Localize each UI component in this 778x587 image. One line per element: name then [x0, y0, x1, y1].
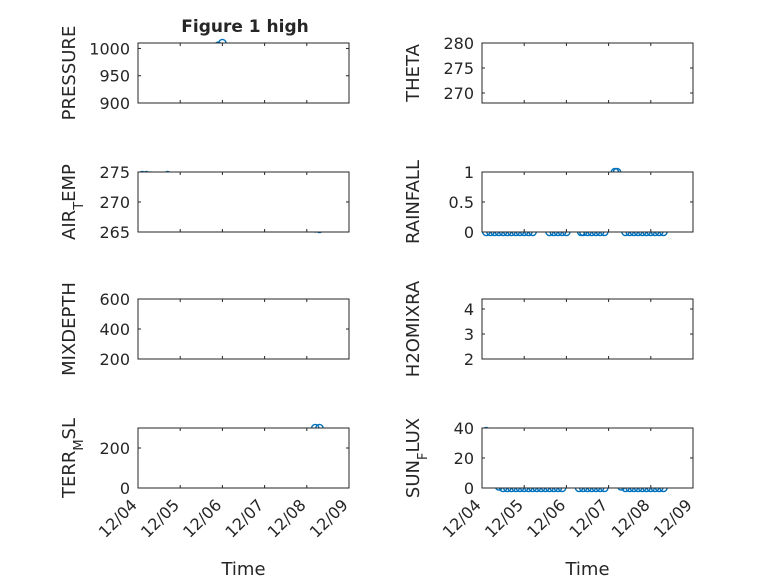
figure-title: Figure 1 high	[181, 17, 309, 37]
y-tick-label: 3	[464, 325, 474, 344]
y-axis-label: SUNFLUX	[403, 418, 431, 498]
axis-box	[137, 42, 350, 104]
y-axis-label: AIRTEMP	[59, 164, 87, 240]
y-tick-label: 280	[443, 34, 474, 53]
x-axis-label: Time	[220, 559, 265, 580]
y-axis-label: THETA	[403, 43, 424, 103]
y-tick-label: 0	[464, 223, 474, 242]
y-tick-label: 265	[99, 223, 130, 242]
y-tick-label: 0.5	[449, 193, 474, 212]
axis-box	[137, 171, 350, 233]
subplot-h2omixra: 2 3 4 H2OMIXRA	[403, 280, 694, 377]
y-tick-label: 2	[464, 350, 474, 369]
subplot-mixdepth: 200 400 600 MIXDEPTH	[59, 282, 350, 376]
y-tick-label: 1	[464, 163, 474, 182]
y-tick-label: 275	[99, 163, 130, 182]
axis-box	[481, 298, 694, 360]
y-tick-label: 270	[443, 84, 474, 103]
y-tick-label: 200	[99, 439, 130, 458]
axis-box	[137, 298, 350, 360]
axis-box	[481, 427, 694, 489]
y-tick-label: 275	[443, 59, 474, 78]
y-tick-label: 40	[454, 419, 474, 438]
y-axis-label: PRESSURE	[59, 26, 80, 121]
y-tick-label: 200	[99, 350, 130, 369]
y-tick-label: 900	[99, 94, 130, 113]
y-tick-label: 400	[99, 320, 130, 339]
subplot-rainfall: 0 0.5 1 RAINFALL	[403, 160, 694, 244]
y-axis-label: H2OMIXRA	[403, 280, 424, 377]
subplot-pressure: 900 950 1000 PRESSURE	[59, 26, 350, 121]
y-tick-label: 270	[99, 193, 130, 212]
y-tick-label: 950	[99, 67, 130, 86]
axis-box	[137, 427, 350, 489]
y-tick-label: 4	[464, 300, 474, 319]
x-axis-label: Time	[564, 559, 609, 580]
axis-box	[481, 42, 694, 104]
y-axis-label: MIXDEPTH	[59, 282, 80, 376]
axis-box	[481, 171, 694, 233]
subplot-theta: 270 275 280 THETA	[403, 34, 694, 104]
y-tick-label: 20	[454, 449, 474, 468]
subplot-air_temp: 265 270 275 AIRTEMP	[59, 163, 350, 242]
y-axis-label: RAINFALL	[403, 160, 424, 244]
y-axis-label: TERRMSL	[59, 418, 87, 499]
y-tick-label: 1000	[89, 39, 130, 58]
y-tick-label: 0	[464, 479, 474, 498]
y-tick-label: 0	[120, 479, 130, 498]
y-tick-label: 600	[99, 290, 130, 309]
